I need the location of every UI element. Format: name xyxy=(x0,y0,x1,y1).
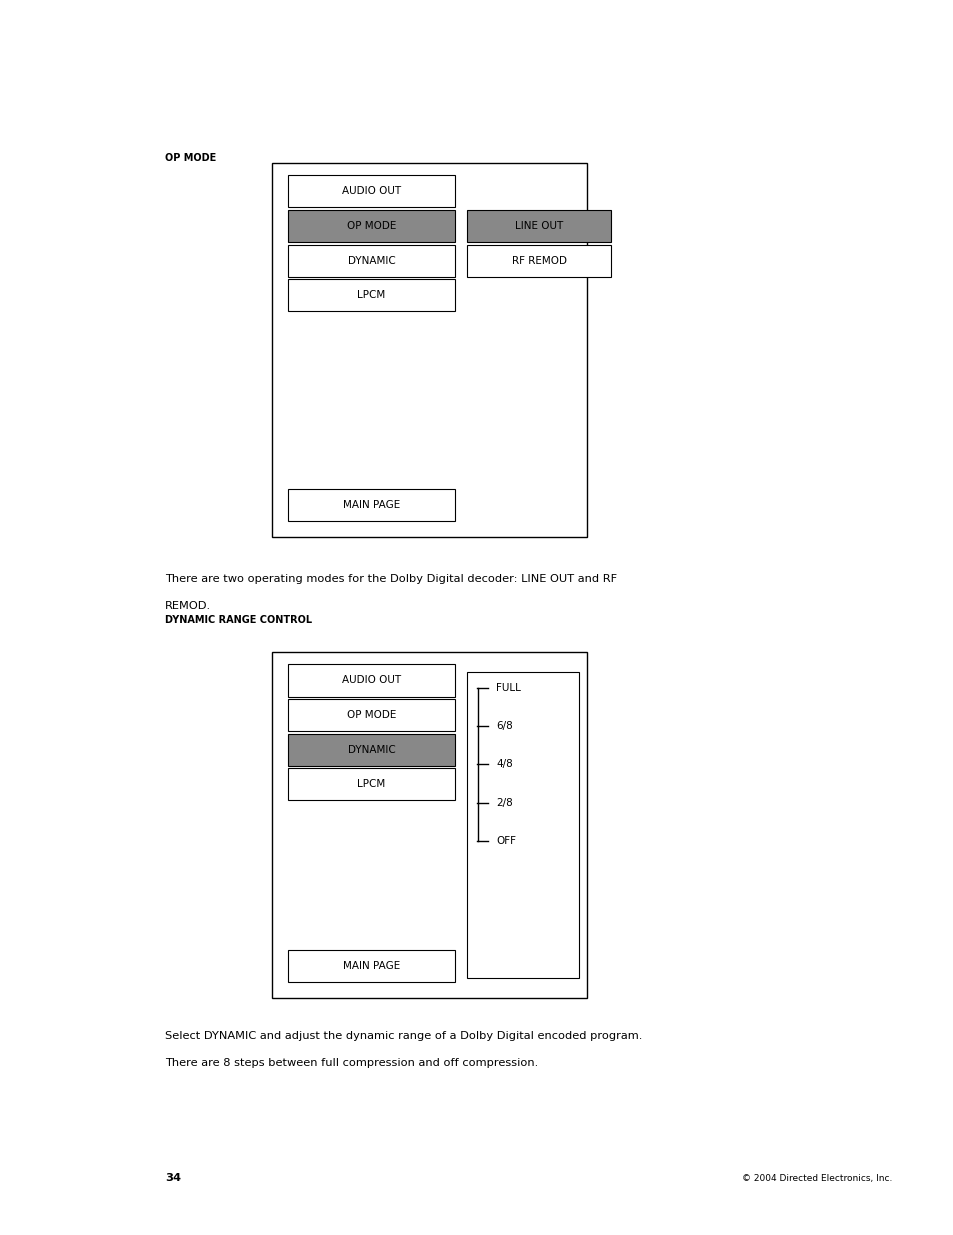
Bar xyxy=(288,245,455,277)
Text: 6/8: 6/8 xyxy=(496,721,513,731)
Bar xyxy=(288,699,455,731)
Bar xyxy=(272,652,586,998)
Text: RF REMOD: RF REMOD xyxy=(511,256,566,266)
Text: LPCM: LPCM xyxy=(357,290,385,300)
Text: DYNAMIC RANGE CONTROL: DYNAMIC RANGE CONTROL xyxy=(165,615,312,625)
Bar xyxy=(288,175,455,207)
Bar xyxy=(288,950,455,982)
Text: © 2004 Directed Electronics, Inc.: © 2004 Directed Electronics, Inc. xyxy=(740,1174,891,1183)
Text: DYNAMIC: DYNAMIC xyxy=(347,745,395,755)
Text: OP MODE: OP MODE xyxy=(347,710,395,720)
Bar xyxy=(288,664,455,697)
Text: OP MODE: OP MODE xyxy=(165,153,216,163)
Text: DYNAMIC: DYNAMIC xyxy=(347,256,395,266)
Text: AUDIO OUT: AUDIO OUT xyxy=(342,186,400,196)
Text: Select DYNAMIC and adjust the dynamic range of a Dolby Digital encoded program.: Select DYNAMIC and adjust the dynamic ra… xyxy=(165,1031,641,1041)
Text: LPCM: LPCM xyxy=(357,779,385,789)
Bar xyxy=(467,245,610,277)
Bar xyxy=(467,210,610,242)
Text: OP MODE: OP MODE xyxy=(347,221,395,231)
Text: OFF: OFF xyxy=(496,836,516,846)
Text: 34: 34 xyxy=(165,1173,181,1183)
Bar xyxy=(288,210,455,242)
Text: 4/8: 4/8 xyxy=(496,760,513,769)
Text: AUDIO OUT: AUDIO OUT xyxy=(342,676,400,685)
Bar xyxy=(288,279,455,311)
Bar xyxy=(288,768,455,800)
Text: REMOD.: REMOD. xyxy=(165,601,211,611)
Bar xyxy=(288,734,455,766)
Text: MAIN PAGE: MAIN PAGE xyxy=(342,500,400,510)
Text: There are 8 steps between full compression and off compression.: There are 8 steps between full compressi… xyxy=(165,1058,537,1068)
Bar xyxy=(467,672,578,978)
Text: There are two operating modes for the Dolby Digital decoder: LINE OUT and RF: There are two operating modes for the Do… xyxy=(165,574,617,584)
Text: 2/8: 2/8 xyxy=(496,798,513,808)
Text: MAIN PAGE: MAIN PAGE xyxy=(342,961,400,971)
Text: FULL: FULL xyxy=(496,683,520,693)
Text: LINE OUT: LINE OUT xyxy=(515,221,562,231)
Bar xyxy=(272,163,586,537)
Bar xyxy=(288,489,455,521)
